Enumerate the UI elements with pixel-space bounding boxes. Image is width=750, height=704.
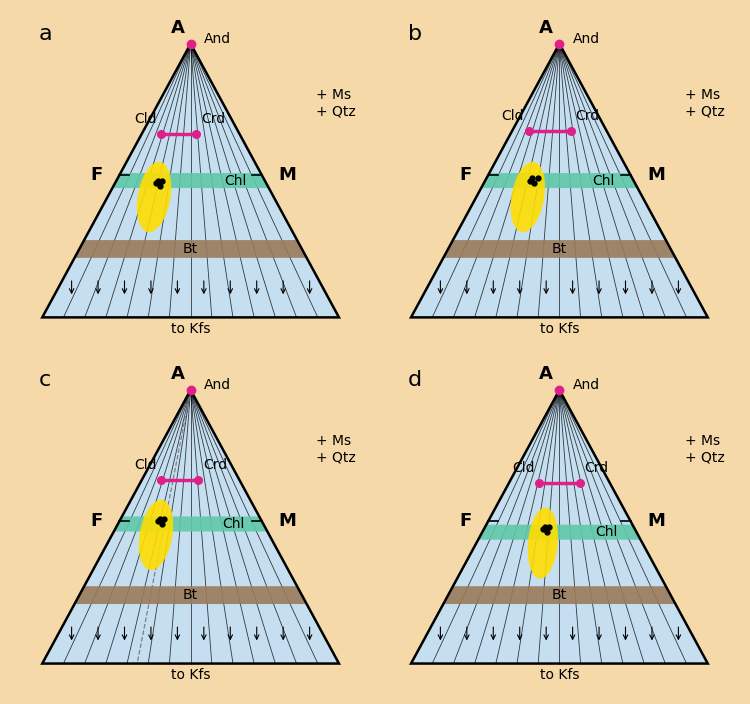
Text: Crd: Crd <box>584 460 609 474</box>
Text: And: And <box>572 378 600 392</box>
Polygon shape <box>42 390 339 664</box>
Text: Crd: Crd <box>203 458 227 472</box>
Text: + Ms
+ Qtz: + Ms + Qtz <box>685 88 724 118</box>
Text: to Kfs: to Kfs <box>171 667 210 681</box>
Text: to Kfs: to Kfs <box>540 322 579 336</box>
Text: + Ms
+ Qtz: + Ms + Qtz <box>685 434 724 465</box>
Text: A: A <box>170 19 184 37</box>
Text: Cld: Cld <box>134 112 156 126</box>
Text: Chl: Chl <box>592 174 615 187</box>
Text: Cld: Cld <box>502 109 524 123</box>
Text: + Ms
+ Qtz: + Ms + Qtz <box>316 88 356 118</box>
Polygon shape <box>411 390 708 664</box>
Text: Bt: Bt <box>552 588 567 602</box>
Text: F: F <box>91 166 103 184</box>
Text: M: M <box>278 166 296 184</box>
Text: A: A <box>539 365 554 383</box>
Text: F: F <box>460 166 472 184</box>
Polygon shape <box>478 524 640 540</box>
Text: M: M <box>647 513 665 530</box>
Text: Bt: Bt <box>183 242 198 256</box>
Text: c: c <box>39 370 51 390</box>
Polygon shape <box>74 586 307 604</box>
Text: Bt: Bt <box>183 588 198 602</box>
Text: And: And <box>204 378 231 392</box>
Text: F: F <box>91 513 103 530</box>
Polygon shape <box>411 44 708 318</box>
Text: to Kfs: to Kfs <box>540 667 579 681</box>
Polygon shape <box>42 44 339 318</box>
Ellipse shape <box>528 508 558 579</box>
Text: b: b <box>408 24 422 44</box>
Text: Bt: Bt <box>552 242 567 256</box>
Text: + Ms
+ Qtz: + Ms + Qtz <box>316 434 356 465</box>
Polygon shape <box>443 586 676 604</box>
Ellipse shape <box>139 500 173 570</box>
Ellipse shape <box>136 162 171 232</box>
Polygon shape <box>112 173 268 188</box>
Text: a: a <box>39 24 53 44</box>
Polygon shape <box>114 517 268 532</box>
Text: Cld: Cld <box>134 458 156 472</box>
Ellipse shape <box>511 162 545 232</box>
Text: And: And <box>572 32 600 46</box>
Text: Chl: Chl <box>596 525 618 539</box>
Text: Crd: Crd <box>202 112 226 126</box>
Text: Crd: Crd <box>576 109 600 123</box>
Text: to Kfs: to Kfs <box>171 322 210 336</box>
Text: Chl: Chl <box>223 517 245 531</box>
Text: M: M <box>278 513 296 530</box>
Text: A: A <box>539 19 554 37</box>
Polygon shape <box>443 240 676 258</box>
Text: M: M <box>647 166 665 184</box>
Text: And: And <box>204 32 231 46</box>
Text: F: F <box>460 513 472 530</box>
Text: A: A <box>170 365 184 383</box>
Text: Chl: Chl <box>224 174 246 187</box>
Polygon shape <box>482 173 638 188</box>
Text: d: d <box>408 370 422 390</box>
Text: Cld: Cld <box>512 460 534 474</box>
Polygon shape <box>74 240 307 258</box>
